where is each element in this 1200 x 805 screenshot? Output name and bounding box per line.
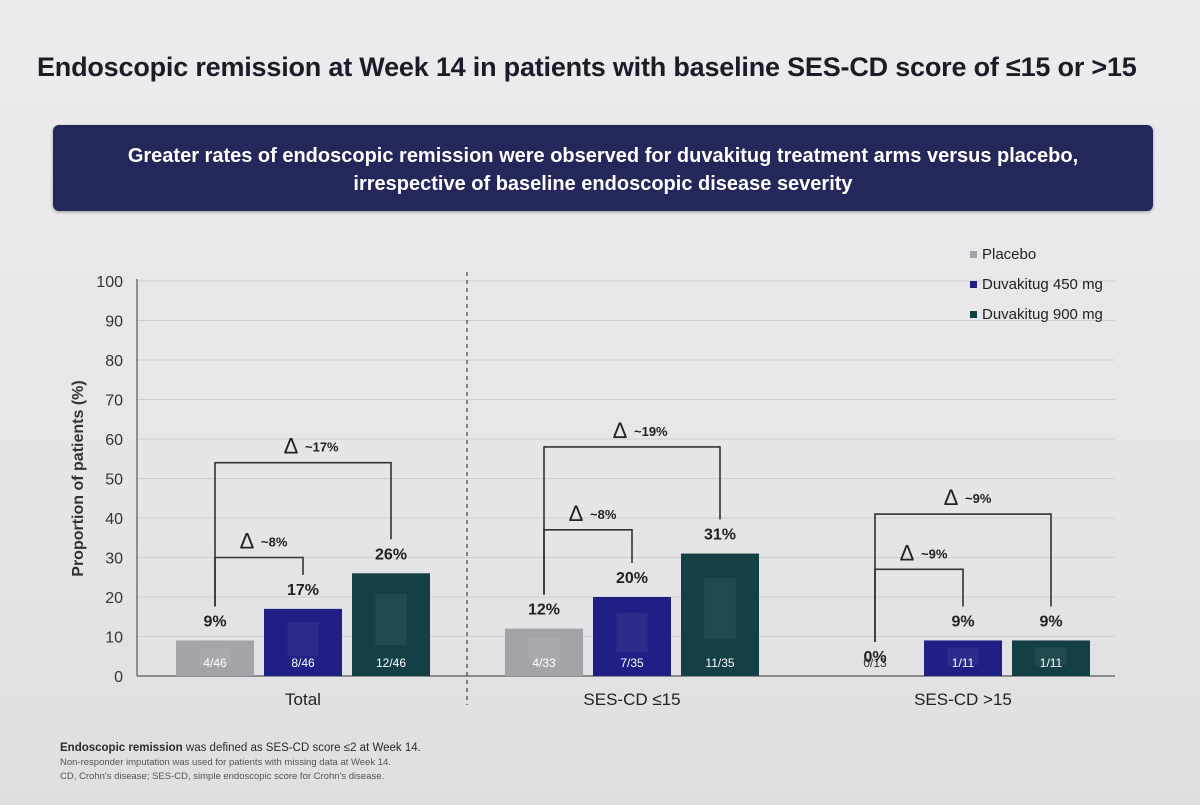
bar-shading <box>704 578 736 640</box>
bar-count-label: 8/46 <box>291 656 315 670</box>
y-tick-label: 70 <box>105 393 123 410</box>
banner-text: Greater rates of endoscopic remission we… <box>53 142 1153 198</box>
legend-swatch <box>970 281 977 288</box>
bar <box>352 573 430 676</box>
slide-title: Endoscopic remission at Week 14 in patie… <box>37 52 1137 82</box>
bar-count-label: 0/13 <box>863 656 887 670</box>
y-tick-label: 60 <box>105 432 123 449</box>
legend-label: Placebo <box>982 246 1036 263</box>
bar-count-label: 12/46 <box>376 656 406 670</box>
bar-chart: 0 10 20 30 40 50 60 70 80 90 100 Proportion of pati… <box>70 246 1115 709</box>
bar-value-label: 26% <box>375 546 407 563</box>
footnote-definition: Endoscopic remission was defined as SES-… <box>60 741 421 756</box>
bar-value-label: 20% <box>616 570 648 587</box>
legend-swatch <box>970 311 977 318</box>
bar-count-label: 4/33 <box>532 656 556 670</box>
bar-value-label: 0% <box>863 649 886 666</box>
bar-count-label: 11/35 <box>705 656 734 670</box>
bar <box>1012 640 1090 676</box>
bar-shading <box>287 622 319 656</box>
bar-value-label: 12% <box>528 602 560 619</box>
bar-count-label: 1/11 <box>1040 656 1063 670</box>
bar-value-label: 9% <box>951 613 974 630</box>
footnote-abbreviations: CD, Crohn's disease; SES-CD, simple endo… <box>60 771 385 782</box>
bar-shading <box>947 647 979 666</box>
y-tick-label: 100 <box>96 274 123 291</box>
bar <box>505 628 583 676</box>
delta-bracket <box>874 568 964 642</box>
y-tick-label: 40 <box>105 511 123 528</box>
y-tick-label: 0 <box>114 669 123 686</box>
bar <box>264 608 342 676</box>
bar-shading <box>1035 647 1067 666</box>
delta-symbol: Δ <box>944 485 959 510</box>
y-tick-label: 30 <box>105 551 123 568</box>
delta-symbol: Δ <box>284 434 299 459</box>
bar-shading <box>528 638 560 662</box>
delta-bracket <box>874 513 1052 642</box>
banner-line-1: Greater rates of endoscopic remission we… <box>127 145 1079 167</box>
delta-value: ~9% <box>965 491 992 506</box>
bar-count-label: 1/11 <box>952 656 975 670</box>
bar-shading <box>199 647 231 666</box>
delta-value: ~17% <box>305 440 339 455</box>
bar <box>593 597 671 676</box>
delta-symbol: Δ <box>240 529 255 554</box>
y-tick-label: 20 <box>105 590 123 607</box>
bar-shading <box>616 612 648 653</box>
bar <box>924 640 1002 676</box>
delta-value: ~19% <box>634 424 668 439</box>
bar-value-label: 31% <box>704 527 736 544</box>
footnote-definition-rest: was defined as SES-CD score ≤2 at Week 1… <box>182 742 421 754</box>
bar <box>176 640 254 676</box>
bar <box>681 553 759 676</box>
legend-label: Duvakitug 900 mg <box>982 306 1103 323</box>
delta-symbol: Δ <box>900 540 915 565</box>
delta-symbol: Δ <box>569 501 584 526</box>
bar-value-label: 9% <box>203 613 226 630</box>
y-tick-label: 10 <box>105 630 123 647</box>
y-tick-label: 90 <box>105 314 123 331</box>
x-category-label: SES-CD >15 <box>914 690 1012 709</box>
delta-value: ~8% <box>261 535 288 550</box>
delta-bracket <box>214 461 392 607</box>
bar-count-label: 4/46 <box>203 656 227 670</box>
bar-value-label: 9% <box>1039 613 1062 630</box>
footnotes: Endoscopic remission was defined as SES-… <box>60 741 421 784</box>
banner-line-2: irrespective of baseline endoscopic dise… <box>353 173 853 195</box>
x-category-label: Total <box>285 690 321 709</box>
x-category-label: SES-CD ≤15 <box>583 690 680 709</box>
bar-value-label: 17% <box>287 582 319 599</box>
legend-swatch <box>970 251 977 258</box>
footnote-term: Endoscopic remission <box>60 742 183 754</box>
bar-count-label: 7/35 <box>620 656 644 670</box>
y-axis-title: Proportion of patients (%) <box>70 380 87 576</box>
footnote-imputation: Non-responder imputation was used for pa… <box>60 757 391 768</box>
legend-label: Duvakitug 450 mg <box>982 276 1103 293</box>
y-tick-label: 50 <box>105 472 123 489</box>
bar-shading <box>375 593 407 646</box>
y-tick-label: 80 <box>105 353 123 370</box>
delta-value: ~9% <box>921 546 948 561</box>
key-message-banner: Greater rates of endoscopic remission we… <box>53 125 1153 211</box>
delta-symbol: Δ <box>613 418 628 443</box>
delta-bracket <box>543 446 721 595</box>
delta-value: ~8% <box>590 507 617 522</box>
